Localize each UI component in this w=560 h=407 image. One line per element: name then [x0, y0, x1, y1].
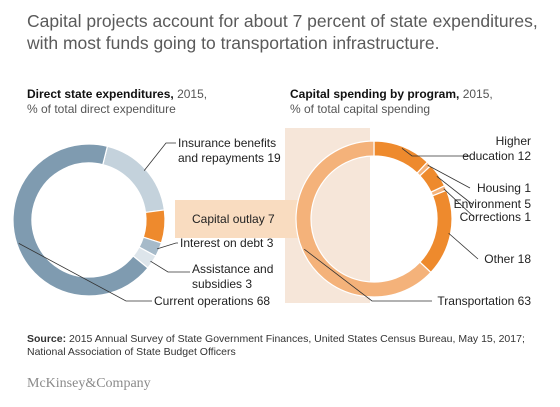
right-leader-corrections: [443, 188, 475, 218]
right-label-other: Other 18: [484, 252, 531, 266]
source-text: 2015 Annual Survey of State Government F…: [27, 333, 525, 358]
leader-lines: [18, 142, 479, 302]
left-chart-heading: Direct state expenditures, 2015, % of to…: [27, 87, 207, 117]
right-chart-heading: Capital spending by program, 2015, % of …: [290, 87, 493, 117]
right-leader-housing: [427, 164, 471, 189]
left-chart-title: Direct state expenditures,: [27, 87, 174, 101]
left-leader-insurance-benefits-and-repayments: [143, 142, 176, 171]
right-chart-subtitle: % of total capital spending: [290, 102, 431, 116]
right-label-corrections: Corrections 1: [460, 210, 532, 224]
left-leader-assistance-and-subsidies: [150, 260, 190, 273]
source-label: Source:: [27, 333, 67, 345]
left-label-interest-on-debt: Interest on debt 3: [180, 236, 274, 250]
right-label-higher-education: Higher education 12: [462, 134, 531, 163]
right-leader-transportation: [304, 248, 432, 302]
right-slice-higher-education: [373, 140, 429, 174]
left-label-insurance-benefits-and-repayments: Insurance benefits and repayments 19: [178, 136, 281, 165]
right-leader-other: [448, 232, 479, 260]
left-label-assistance-and-subsidies: Assistance and subsidies 3: [192, 262, 273, 291]
right-label-housing: Housing 1: [477, 181, 531, 195]
right-label-transportation: Transportation 63: [437, 294, 531, 308]
right-label-environment: Environment 5: [454, 197, 532, 211]
left-chart-subtitle: % of total direct expenditure: [27, 102, 176, 116]
capital-outlay-band: [175, 200, 305, 238]
left-chart-year: 2015,: [177, 87, 208, 101]
slice-labels: Insurance benefits and repayments 19 Inter…: [154, 134, 531, 308]
right-chart-title: Capital spending by program,: [290, 87, 460, 101]
right-slice-other: [419, 189, 453, 274]
right-leader-environment: [436, 175, 473, 205]
left-label-current-operations: Current operations 68: [154, 294, 270, 308]
right-leader-higher-education: [401, 148, 470, 157]
chart-title: Capital projects account for about 7 per…: [27, 11, 538, 53]
right-donut-chart: [295, 140, 453, 298]
left-leader-interest-on-debt: [156, 242, 178, 250]
left-slice-current-operations: [12, 143, 149, 297]
right-slice-transportation: [295, 140, 432, 298]
mckinsey-logo: McKinsey&Company: [27, 376, 151, 391]
left-leader-current-operations: [18, 243, 152, 302]
left-donut-chart: [12, 143, 166, 297]
source-note: Source: 2015 Annual Survey of State Gove…: [27, 333, 547, 359]
left-label-capital-outlay: Capital outlay 7: [192, 212, 275, 226]
right-chart-year: 2015,: [462, 87, 493, 101]
